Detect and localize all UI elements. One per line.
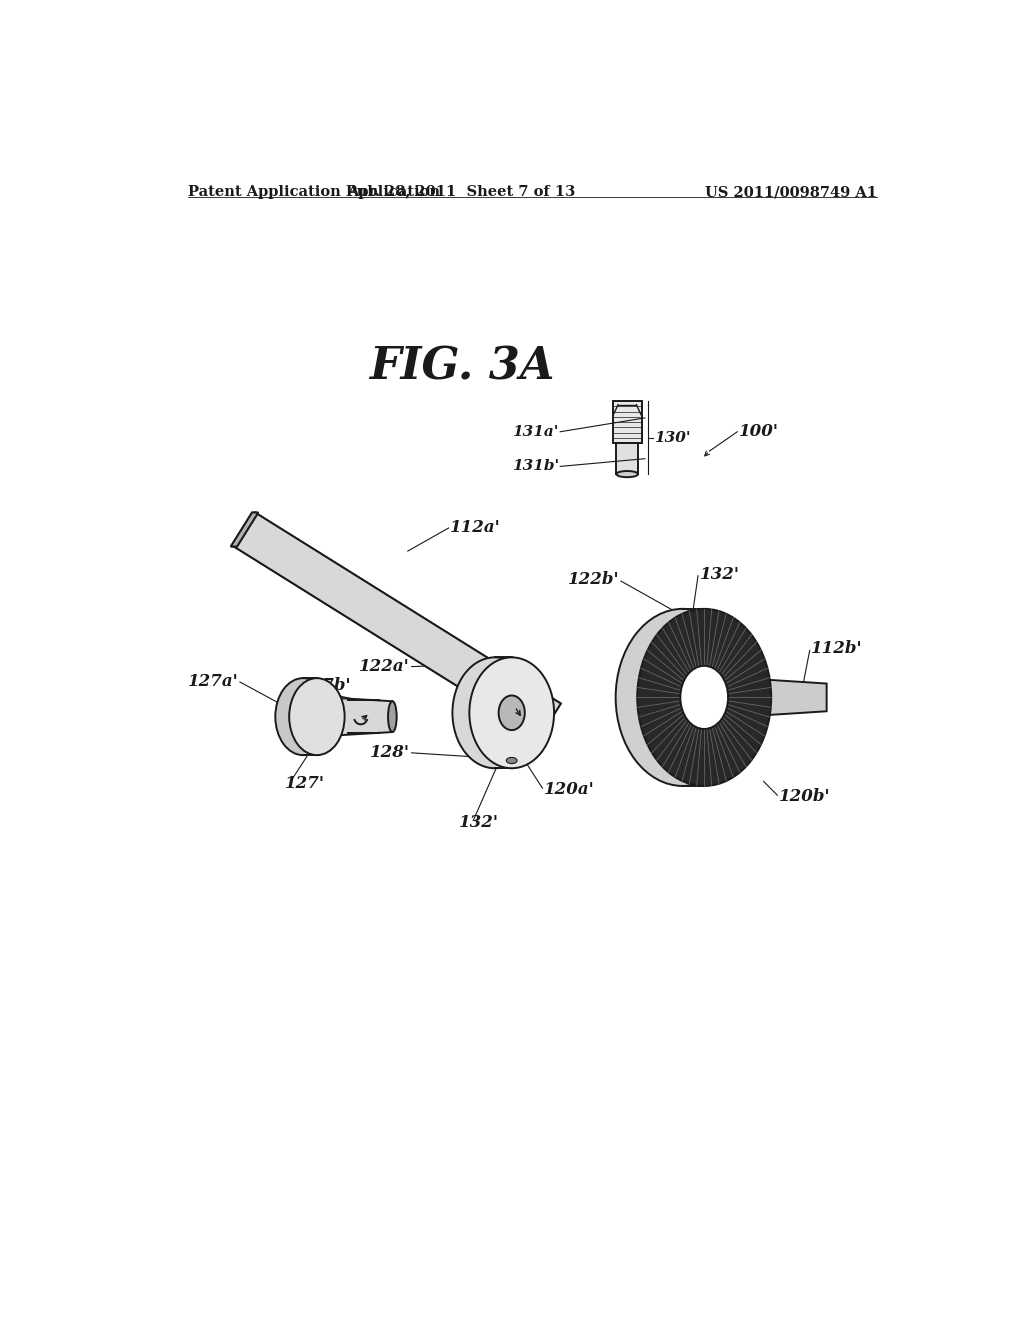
Ellipse shape — [680, 665, 728, 729]
Text: 127a': 127a' — [187, 673, 239, 690]
Text: 128': 128' — [370, 744, 410, 762]
Text: Apr. 28, 2011  Sheet 7 of 13: Apr. 28, 2011 Sheet 7 of 13 — [347, 185, 575, 199]
Ellipse shape — [499, 696, 525, 730]
Ellipse shape — [275, 678, 331, 755]
Ellipse shape — [616, 471, 638, 478]
Text: 122b': 122b' — [568, 572, 620, 589]
Bar — [616, 444, 638, 474]
Text: 131a': 131a' — [512, 425, 559, 438]
Ellipse shape — [506, 758, 517, 763]
Text: 130': 130' — [654, 430, 690, 445]
Text: 131b': 131b' — [512, 459, 559, 474]
Text: 120b': 120b' — [779, 788, 830, 805]
Polygon shape — [233, 512, 561, 738]
Polygon shape — [230, 512, 258, 546]
Text: 127b': 127b' — [300, 677, 351, 694]
Ellipse shape — [637, 609, 771, 785]
Ellipse shape — [469, 657, 554, 768]
Polygon shape — [341, 698, 392, 735]
Text: 100': 100' — [739, 424, 779, 441]
Ellipse shape — [388, 701, 396, 733]
Text: 112b': 112b' — [811, 640, 863, 657]
Polygon shape — [233, 512, 561, 738]
Text: Patent Application Publication: Patent Application Publication — [188, 185, 440, 199]
Bar — [612, 401, 642, 444]
Text: 122a': 122a' — [359, 659, 410, 675]
Polygon shape — [230, 512, 258, 546]
Text: 112a': 112a' — [451, 520, 501, 536]
Ellipse shape — [615, 609, 750, 785]
Ellipse shape — [453, 657, 538, 768]
Text: 127': 127' — [285, 775, 325, 792]
Text: 120a': 120a' — [544, 781, 595, 799]
Text: FIG. 3A: FIG. 3A — [369, 346, 554, 388]
Text: US 2011/0098749 A1: US 2011/0098749 A1 — [706, 185, 878, 199]
Polygon shape — [767, 680, 826, 715]
Ellipse shape — [289, 678, 345, 755]
Text: 132': 132' — [700, 566, 740, 582]
Text: 132': 132' — [460, 813, 500, 830]
